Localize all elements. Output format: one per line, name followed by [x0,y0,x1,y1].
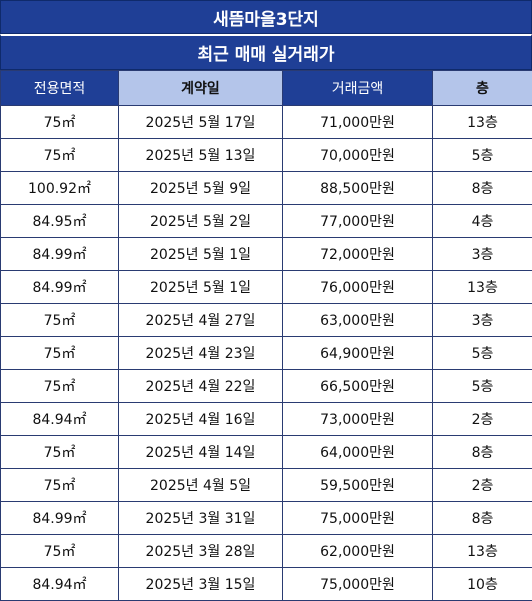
date-cell: 2025년 4월 16일 [119,403,283,436]
floor-cell: 2층 [433,469,532,502]
date-cell: 2025년 5월 1일 [119,238,283,271]
price-cell: 75,000만원 [283,502,433,535]
price-cell: 72,000만원 [283,238,433,271]
area-cell: 84.99㎡ [1,502,119,535]
date-cell: 2025년 5월 2일 [119,205,283,238]
floor-cell: 5층 [433,370,532,403]
header-date: 계약일 [119,71,283,106]
area-cell: 75㎡ [1,436,119,469]
area-cell: 75㎡ [1,370,119,403]
floor-cell: 10층 [433,568,532,601]
date-cell: 2025년 4월 23일 [119,337,283,370]
price-cell: 70,000만원 [283,139,433,172]
area-cell: 75㎡ [1,139,119,172]
area-cell: 84.99㎡ [1,271,119,304]
price-cell: 71,000만원 [283,106,433,139]
date-cell: 2025년 5월 1일 [119,271,283,304]
price-cell: 77,000만원 [283,205,433,238]
header-floor: 층 [433,71,532,106]
floor-cell: 13층 [433,271,532,304]
area-cell: 84.94㎡ [1,403,119,436]
floor-cell: 5층 [433,337,532,370]
floor-cell: 5층 [433,139,532,172]
area-cell: 75㎡ [1,106,119,139]
header-row: 전용면적 계약일 거래금액 층 [1,71,532,106]
area-cell: 84.94㎡ [1,568,119,601]
area-cell: 75㎡ [1,469,119,502]
floor-cell: 13층 [433,535,532,568]
price-cell: 75,000만원 [283,568,433,601]
area-cell: 75㎡ [1,337,119,370]
date-cell: 2025년 4월 5일 [119,469,283,502]
date-cell: 2025년 5월 13일 [119,139,283,172]
date-cell: 2025년 4월 22일 [119,370,283,403]
price-cell: 64,000만원 [283,436,433,469]
price-cell: 76,000만원 [283,271,433,304]
floor-cell: 13층 [433,106,532,139]
date-cell: 2025년 4월 14일 [119,436,283,469]
date-cell: 2025년 5월 9일 [119,172,283,205]
floor-cell: 8층 [433,502,532,535]
price-cell: 63,000만원 [283,304,433,337]
price-cell: 88,500만원 [283,172,433,205]
area-cell: 75㎡ [1,535,119,568]
area-cell: 75㎡ [1,304,119,337]
floor-cell: 8층 [433,172,532,205]
floor-cell: 3층 [433,304,532,337]
date-cell: 2025년 3월 15일 [119,568,283,601]
area-cell: 100.92㎡ [1,172,119,205]
complex-title: 새뜸마을3단지 [0,0,532,34]
date-cell: 2025년 3월 31일 [119,502,283,535]
area-cell: 84.95㎡ [1,205,119,238]
date-cell: 2025년 5월 17일 [119,106,283,139]
price-cell: 62,000만원 [283,535,433,568]
table-subtitle: 최근 매매 실거래가 [0,34,532,70]
date-cell: 2025년 4월 27일 [119,304,283,337]
price-cell: 64,900만원 [283,337,433,370]
area-cell: 84.99㎡ [1,238,119,271]
header-area: 전용면적 [1,71,119,106]
date-cell: 2025년 3월 28일 [119,535,283,568]
floor-cell: 3층 [433,238,532,271]
floor-cell: 8층 [433,436,532,469]
floor-cell: 2층 [433,403,532,436]
price-cell: 73,000만원 [283,403,433,436]
price-cell: 66,500만원 [283,370,433,403]
floor-cell: 4층 [433,205,532,238]
price-cell: 59,500만원 [283,469,433,502]
header-price: 거래금액 [283,71,433,106]
